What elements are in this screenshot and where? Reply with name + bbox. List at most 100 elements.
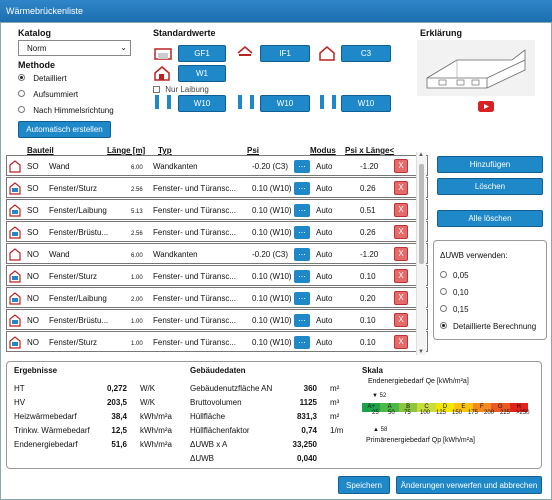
table-row[interactable]: NO Fenster/Sturz 1.00 Fenster- und Türansc.… — [6, 331, 428, 352]
w10-button-2[interactable]: W10 — [260, 95, 310, 112]
table-row[interactable]: NO Fenster/Sturz 1.00 Fenster- und Türansc.… — [6, 265, 428, 286]
method-option-detailliert[interactable]: Detailliert — [18, 74, 67, 83]
row-psixl: 0.10 — [360, 338, 376, 347]
row-edit-button[interactable]: ... — [294, 226, 310, 239]
w10-button-3[interactable]: W10 — [341, 95, 391, 112]
row-edit-button[interactable]: ... — [294, 204, 310, 217]
row-laenge: 6.00 — [131, 165, 143, 171]
row-typ: Fenster- und Türansc... — [153, 338, 236, 347]
building-value: 360 — [303, 384, 317, 393]
row-edit-button[interactable]: ... — [294, 160, 310, 173]
row-edit-button[interactable]: ... — [294, 292, 310, 305]
building-value: 0,040 — [296, 454, 317, 463]
row-edit-button[interactable]: ... — [294, 270, 310, 283]
table-row[interactable]: NO Fenster/Brüstu... 1.00 Fenster- und Türa… — [6, 309, 428, 330]
row-delete-button[interactable]: X — [394, 181, 408, 195]
building-unit: 1/m — [330, 426, 344, 435]
building-value: 1125 — [299, 398, 317, 407]
table-row[interactable]: SO Fenster/Sturz 2.56 Fenster- und Türansc.… — [6, 177, 428, 198]
table-row[interactable]: NO Fenster/Laibung 2.00 Fenster- und Türans… — [6, 287, 428, 308]
col-header-typ[interactable]: Typ — [158, 146, 172, 155]
catalog-select[interactable]: Norm ⌄ — [18, 40, 131, 56]
row-edit-button[interactable]: ... — [294, 314, 310, 327]
nur-laibung-checkbox[interactable]: Nur Laibung — [153, 85, 209, 94]
gf1-button[interactable]: GF1 — [178, 45, 226, 62]
row-psixl: 0.10 — [360, 316, 376, 325]
save-button[interactable]: Speichern — [338, 476, 390, 494]
uwb-option-detailliert[interactable]: Detaillierte Berechnung — [440, 322, 536, 331]
building-unit: m² — [330, 384, 340, 393]
row-delete-button[interactable]: X — [394, 291, 408, 305]
row-psi: 0.10 (W10) — [252, 206, 292, 215]
building-name: ΔUWB — [190, 454, 215, 463]
uwb-option-005[interactable]: 0,05 — [440, 271, 469, 280]
table-row[interactable]: SO Wand 6.00 Wandkanten -0.20 (C3)... Auto -1.… — [6, 155, 428, 176]
results-panel — [6, 361, 542, 469]
method-option-label: Detailliert — [33, 74, 67, 83]
method-option-aufsummiert[interactable]: Aufsummiert — [18, 90, 78, 99]
delete-button[interactable]: Löschen — [437, 178, 543, 195]
row-delete-button[interactable]: X — [394, 269, 408, 283]
scroll-down-icon[interactable]: ▼ — [418, 349, 424, 355]
w10-button-1[interactable]: W10 — [178, 95, 226, 112]
row-psi: -0.20 (C3) — [252, 162, 289, 171]
energy-class-segment: A — [380, 403, 399, 412]
table-scrollbar[interactable]: ▲ ▼ — [416, 152, 426, 355]
col-header-laenge[interactable]: Länge [m] — [107, 146, 146, 155]
if1-button[interactable]: IF1 — [260, 45, 310, 62]
row-delete-button[interactable]: X — [394, 225, 408, 239]
window-icon — [320, 95, 336, 109]
uwb-option-010[interactable]: 0,10 — [440, 288, 469, 297]
row-edit-button[interactable]: ... — [294, 182, 310, 195]
col-header-modus[interactable]: Modus — [310, 146, 336, 155]
window-icon — [9, 336, 21, 349]
scale-bottom-marker-value: 58 — [380, 427, 388, 433]
col-header-psi[interactable]: Psi — [247, 146, 260, 155]
row-delete-button[interactable]: X — [394, 313, 408, 327]
catalog-label: Katalog — [18, 28, 52, 38]
table-row[interactable]: SO Fenster/Brüstu... 2.56 Fenster- und Türa… — [6, 221, 428, 242]
row-psi: 0.10 (W10) — [252, 316, 292, 325]
uwb-option-label: 0,05 — [453, 271, 469, 280]
row-delete-button[interactable]: X — [394, 247, 408, 261]
add-button[interactable]: Hinzufügen — [437, 156, 543, 173]
row-psi: 0.10 (W10) — [252, 294, 292, 303]
scale-label: Skala — [362, 366, 383, 375]
scrollbar-thumb[interactable] — [419, 164, 424, 264]
delete-all-button[interactable]: Alle löschen — [437, 210, 543, 227]
row-direction: SO — [27, 228, 39, 237]
row-psi: -0.20 (C3) — [252, 250, 289, 259]
building-name: Hüllfläche — [190, 412, 226, 421]
row-bauteil: Fenster/Sturz — [49, 184, 98, 193]
row-delete-button[interactable]: X — [394, 335, 408, 349]
scale-tick-label: 150 — [452, 410, 463, 416]
c3-button[interactable]: C3 — [341, 45, 391, 62]
auto-create-button[interactable]: Automatisch erstellen — [18, 121, 111, 138]
col-header-psixl[interactable]: Psi x Länge< — [345, 146, 395, 155]
table-row[interactable]: NO Wand 6.00 Wandkanten -0.20 (C3)... Auto -1.… — [6, 243, 428, 264]
row-modus: Auto — [316, 250, 333, 259]
row-delete-button[interactable]: X — [394, 159, 408, 173]
youtube-icon[interactable] — [478, 101, 494, 112]
uwb-option-label: 0,15 — [453, 305, 469, 314]
table-row[interactable]: SO Fenster/Laibung 5.13 Fenster- und Türans… — [6, 199, 428, 220]
scroll-up-icon[interactable]: ▲ — [418, 152, 424, 158]
row-direction: SO — [27, 206, 39, 215]
window-icon — [9, 292, 21, 305]
col-header-bauteil[interactable]: Bauteil — [27, 146, 54, 155]
result-name: Trinkw. Wärmebedarf — [14, 426, 90, 435]
row-direction: SO — [27, 184, 39, 193]
building-label: Gebäudedaten — [190, 366, 246, 375]
method-option-himmelsrichtung[interactable]: Nach Himmelsrichtung — [18, 106, 114, 115]
w1-button[interactable]: W1 — [178, 65, 226, 82]
uwb-option-015[interactable]: 0,15 — [440, 305, 469, 314]
row-bauteil: Fenster/Sturz — [49, 338, 98, 347]
row-direction: SO — [27, 162, 39, 171]
row-edit-button[interactable]: ... — [294, 248, 310, 261]
building-name: Gebäudenutzfläche AN — [190, 384, 273, 393]
row-edit-button[interactable]: ... — [294, 336, 310, 349]
row-delete-button[interactable]: X — [394, 203, 408, 217]
row-psixl: 0.51 — [360, 206, 376, 215]
cancel-button[interactable]: Änderungen verwerfen und abbrechen — [396, 476, 542, 494]
row-typ: Fenster- und Türansc... — [153, 272, 236, 281]
